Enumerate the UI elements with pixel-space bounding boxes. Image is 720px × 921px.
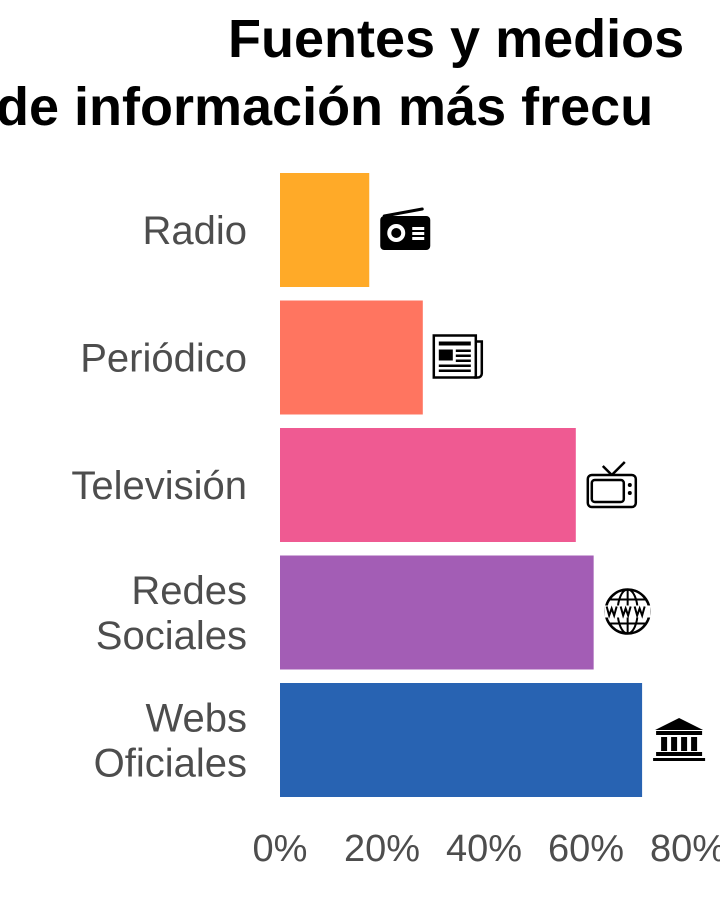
category-label: Televisión (71, 464, 247, 508)
radio-icon (380, 207, 431, 250)
x-tick-label: 60% (548, 828, 624, 870)
category-label: Radio (142, 209, 247, 253)
x-tick-label: 80% (650, 828, 720, 870)
x-tick-label: 40% (446, 828, 522, 870)
bar-0 (280, 173, 370, 287)
chart-title-line-2: de información más frecu (0, 77, 654, 137)
globe-www-icon (604, 588, 651, 635)
x-tick-label: 0% (253, 828, 308, 870)
chart-title-line-1: Fuentes y medios (228, 9, 685, 69)
bar-1 (280, 300, 423, 415)
category-label: Oficiales (94, 742, 247, 786)
government-building-icon (653, 718, 706, 761)
x-tick-label: 20% (344, 828, 420, 870)
category-label: Webs (145, 697, 247, 741)
tv-icon (586, 461, 638, 509)
newspaper-icon (432, 334, 484, 379)
category-label: Periódico (80, 337, 247, 381)
category-label: Redes (131, 569, 247, 613)
category-label: Sociales (96, 614, 247, 658)
bar-4 (280, 683, 643, 797)
bar-3 (280, 555, 594, 670)
bar-2 (280, 428, 576, 542)
